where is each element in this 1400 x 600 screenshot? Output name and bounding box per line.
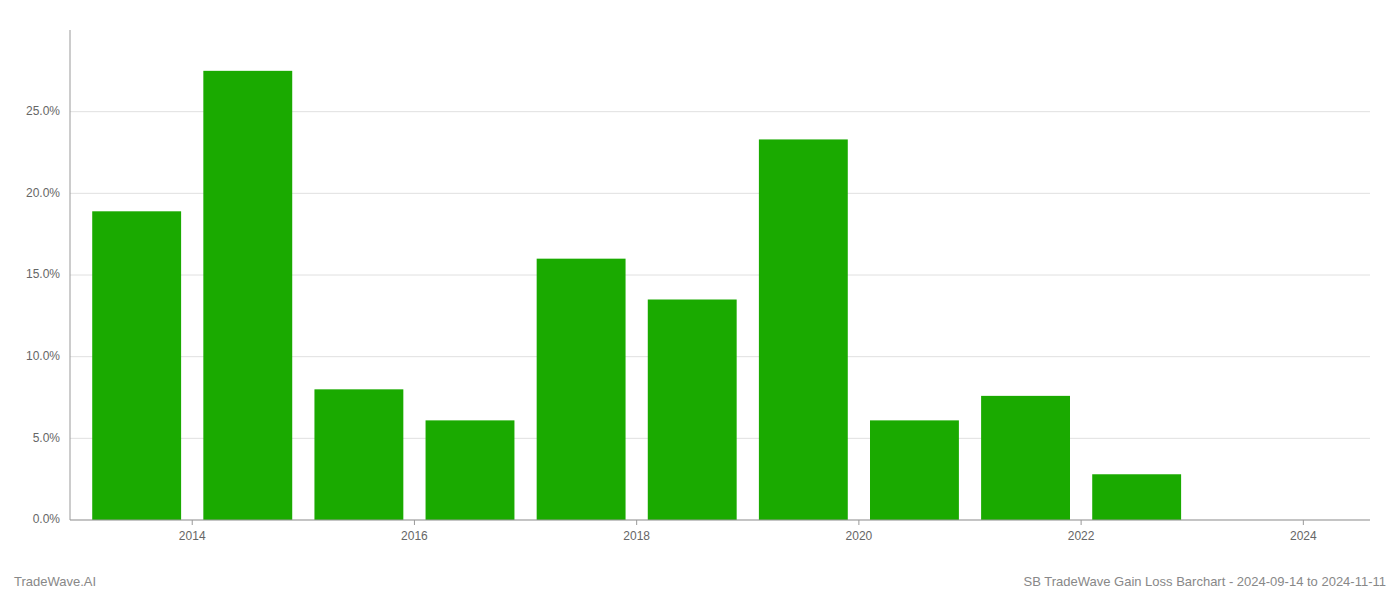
grid-line [70, 520, 1370, 521]
x-tick [1303, 520, 1304, 525]
annotation: SB TradeWave Gain Loss Barchart - 2024-0… [1023, 574, 1386, 589]
bar [870, 420, 959, 520]
bar [759, 139, 848, 520]
x-axis-line [70, 520, 1370, 521]
bar [314, 389, 403, 520]
bars [92, 71, 1181, 520]
y-tick-label: 5.0% [33, 431, 61, 445]
annotation: TradeWave.AI [14, 574, 96, 589]
y-tick-label: 0.0% [33, 512, 61, 526]
x-tick [192, 520, 193, 525]
x-tick [858, 520, 859, 525]
y-axis-line [70, 30, 71, 520]
bar [203, 71, 292, 520]
background [0, 0, 1400, 600]
x-tick-label: 2022 [1068, 529, 1095, 543]
bar [981, 396, 1070, 520]
x-tick-label: 2014 [179, 529, 206, 543]
x-tick-label: 2024 [1290, 529, 1317, 543]
bar [537, 259, 626, 520]
bar [92, 211, 181, 520]
x-tick-label: 2016 [401, 529, 428, 543]
x-tick [636, 520, 637, 525]
y-tick-label: 20.0% [26, 186, 60, 200]
bar [648, 300, 737, 521]
y-tick-label: 15.0% [26, 267, 60, 281]
chart-container: 0.0% 5.0% 10.0% 15.0% 20.0% 25.0% 2014 2016 2018… [0, 0, 1400, 600]
x-tick [414, 520, 415, 525]
x-tick [1081, 520, 1082, 525]
x-tick-label: 2018 [623, 529, 650, 543]
y-tick-label: 25.0% [26, 104, 60, 118]
chart-svg: 0.0% 5.0% 10.0% 15.0% 20.0% 25.0% 2014 2016 2018… [0, 0, 1400, 600]
bar [1092, 474, 1181, 520]
x-tick-label: 2020 [846, 529, 873, 543]
y-tick-label: 10.0% [26, 349, 60, 363]
bar [426, 420, 515, 520]
